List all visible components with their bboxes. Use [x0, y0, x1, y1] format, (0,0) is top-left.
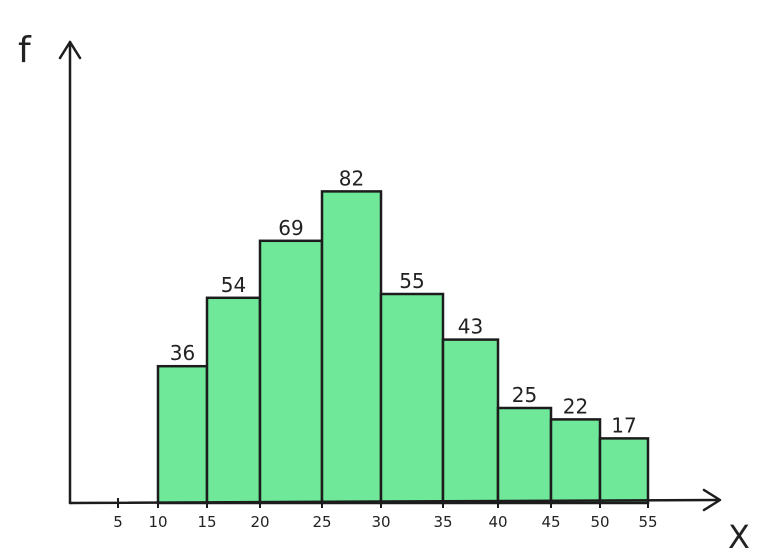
data-label-20-25: 69	[278, 216, 303, 240]
bar-45-50	[549, 418, 602, 505]
bars-group	[156, 190, 650, 505]
x-tick-label-45: 45	[541, 513, 560, 531]
y-axis-label: f	[18, 30, 32, 71]
bar-10-15	[156, 364, 209, 505]
bar-35-40	[441, 338, 500, 505]
x-tick-label-50: 50	[590, 513, 609, 531]
bar-15-20	[205, 296, 262, 505]
x-axis-line	[68, 498, 720, 505]
x-ticks-group: 5 10 15 20 25 30 35 40 45 50 55	[113, 498, 658, 531]
x-tick-label-5: 5	[113, 513, 123, 531]
bar-25-30	[320, 190, 383, 505]
data-label-45-50: 22	[563, 394, 588, 418]
data-label-40-45: 25	[512, 383, 537, 407]
x-tick-label-15: 15	[197, 513, 216, 531]
data-label-15-20: 54	[221, 273, 246, 297]
data-label-10-15: 36	[170, 341, 195, 365]
data-label-25-30: 82	[339, 166, 364, 190]
x-axis-arrow	[702, 488, 722, 512]
y-axis-arrow	[58, 40, 82, 60]
bar-40-45	[496, 406, 553, 505]
bar-30-35	[379, 292, 445, 505]
x-tick-label-35: 35	[433, 513, 452, 531]
bar-20-25	[258, 239, 324, 505]
x-tick-label-10: 10	[148, 513, 167, 531]
data-label-30-35: 55	[399, 269, 424, 293]
x-tick-label-30: 30	[371, 513, 390, 531]
x-tick-label-20: 20	[250, 513, 269, 531]
x-tick-label-40: 40	[488, 513, 507, 531]
x-tick-label-25: 25	[312, 513, 331, 531]
bar-50-55	[598, 437, 650, 505]
data-label-35-40: 43	[458, 315, 483, 339]
x-tick-label-55: 55	[638, 513, 657, 531]
x-axis-label: X	[728, 518, 750, 556]
data-label-50-55: 17	[611, 413, 636, 437]
data-labels-group: 36 54 69 82 55 43 25 22 17	[170, 166, 637, 437]
